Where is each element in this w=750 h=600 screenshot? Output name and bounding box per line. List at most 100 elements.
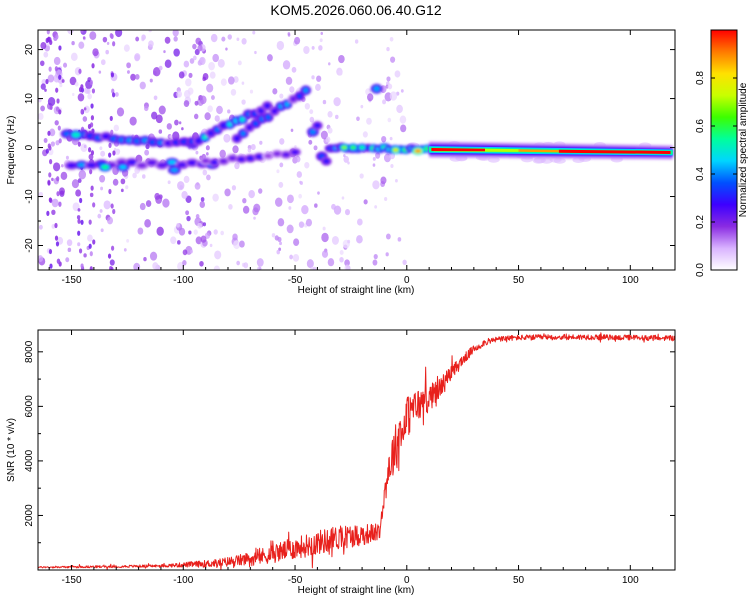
noise-blob — [290, 128, 294, 132]
noise-blob — [309, 109, 314, 115]
noise-streak — [47, 143, 51, 149]
signal-blob-core — [297, 93, 302, 99]
noise-blob — [327, 111, 333, 118]
noise-blob — [389, 136, 393, 141]
noise-streak — [56, 98, 60, 104]
noise-blob — [367, 93, 374, 102]
noise-streak — [49, 39, 53, 45]
noise-blob — [181, 127, 184, 131]
halo-blob — [532, 157, 545, 164]
noise-blob — [304, 161, 310, 169]
noise-streak — [108, 152, 112, 158]
noise-blob — [97, 213, 102, 219]
noise-streak — [47, 180, 51, 186]
signal-blob-core — [188, 160, 197, 165]
noise-streak — [56, 258, 60, 264]
noise-blob — [279, 162, 284, 168]
noise-blob — [390, 56, 396, 63]
signal-blob-core — [214, 127, 220, 133]
noise-blob — [193, 113, 199, 120]
noise-blob — [305, 218, 313, 227]
signal-blob-core — [247, 125, 252, 130]
noise-blob — [347, 161, 350, 165]
colorbar-tick-label: 0.6 — [695, 119, 706, 133]
noise-blob — [236, 37, 240, 42]
noise-blob — [242, 205, 250, 214]
noise-blob — [249, 89, 254, 94]
noise-blob — [154, 192, 160, 200]
snr-x-tick-label: 100 — [622, 575, 639, 586]
noise-blob — [78, 169, 87, 180]
noise-blob — [167, 180, 171, 185]
noise-blob — [47, 96, 56, 107]
noise-streak — [90, 150, 95, 156]
noise-streak — [45, 78, 49, 85]
noise-blob — [320, 31, 324, 36]
noise-blob — [61, 79, 65, 83]
noise-blob — [158, 65, 163, 71]
noise-blob — [109, 259, 115, 266]
noise-blob — [257, 266, 262, 270]
noise-blob — [256, 258, 264, 267]
noise-blob — [120, 188, 124, 193]
noise-blob — [319, 38, 323, 43]
noise-streak — [89, 266, 93, 270]
noise-blob — [384, 197, 388, 202]
noise-blob — [116, 107, 125, 117]
noise-streak — [90, 115, 95, 121]
noise-blob — [212, 53, 220, 63]
noise-blob — [83, 253, 87, 258]
noise-blob — [71, 40, 75, 46]
noise-blob — [347, 239, 351, 244]
noise-blob — [60, 164, 64, 168]
noise-blob — [373, 253, 378, 260]
spectrogram-x-tick-label: 0 — [404, 275, 410, 286]
noise-blob — [190, 249, 193, 254]
noise-blob — [115, 30, 123, 38]
noise-blob — [344, 264, 351, 270]
noise-blob — [197, 222, 203, 229]
noise-blob — [372, 156, 376, 161]
noise-blob — [102, 36, 108, 43]
noise-blob — [306, 259, 314, 268]
noise-blob — [59, 83, 63, 88]
noise-blob — [188, 72, 193, 78]
noise-blob — [250, 143, 256, 151]
colorbar-axis: 0.0 0.2 0.4 0.6 0.8 — [695, 29, 738, 277]
signal-blob-core — [71, 132, 80, 138]
noise-blob — [339, 250, 344, 255]
signal-blob-core — [101, 165, 109, 170]
spectrogram-strong-line — [429, 141, 673, 160]
noise-blob — [58, 187, 65, 195]
noise-blob — [333, 97, 341, 107]
noise-blob — [321, 250, 329, 258]
noise-streak — [92, 239, 96, 245]
signal-blob-core — [220, 159, 227, 164]
noise-blob — [200, 197, 205, 202]
noise-blob — [83, 144, 87, 149]
noise-blob — [137, 227, 144, 235]
noise-blob — [149, 78, 153, 83]
noise-blob — [155, 114, 163, 124]
noise-streak — [45, 148, 49, 154]
noise-blob — [189, 58, 195, 64]
noise-blob — [182, 249, 188, 256]
spectrogram-frame — [37, 29, 676, 271]
noise-streak — [48, 66, 52, 72]
noise-blob — [396, 104, 403, 114]
noise-blob — [313, 145, 318, 151]
noise-blob — [194, 182, 201, 190]
snr-x-axis: -150 -100 -50 0 50 100 — [48, 330, 676, 586]
noise-blob — [178, 121, 182, 125]
noise-blob — [40, 41, 47, 50]
noise-blob — [51, 209, 56, 216]
noise-blob — [135, 36, 140, 42]
noise-streak — [80, 108, 84, 114]
noise-blob — [153, 71, 157, 76]
noise-blob — [120, 178, 126, 185]
noise-blob — [87, 234, 93, 242]
snr-panel: -150 -100 -50 0 50 100 2000 4000 6000 8000 Heigh… — [6, 329, 676, 596]
signal-blob-core — [195, 138, 202, 144]
noise-blob — [192, 43, 197, 50]
noise-streak — [45, 37, 49, 44]
